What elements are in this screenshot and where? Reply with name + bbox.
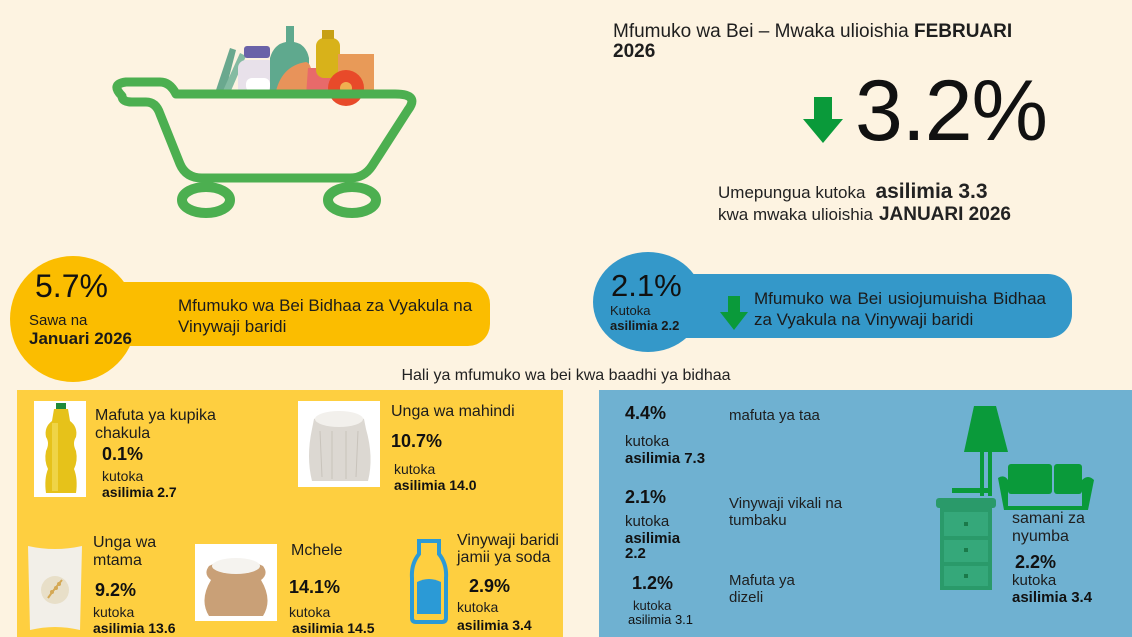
headline-prefix: Mfumuko wa Bei – Mwaka ulioishia <box>613 21 909 42</box>
nonfood-inflation-circle <box>593 252 703 352</box>
food-inflation-value: 5.7% <box>35 268 108 304</box>
item-from-label: kutoka <box>633 598 672 613</box>
food-item-sorghum-flour: Unga wa mtama 9.2% kutoka asilimia 13.6 <box>22 530 202 637</box>
item-from-value: asilimia 14.0 <box>394 477 477 493</box>
item-value: 10.7% <box>391 431 443 451</box>
cart-wheel-icon <box>177 182 235 218</box>
item-name: samani za nyumba <box>1012 510 1085 545</box>
previous-rate-line: Umepungua kutoka asilimia 3.3 <box>718 180 988 204</box>
item-name: Vinywaji vikali na tumbaku <box>729 495 843 529</box>
food-inflation-period: Januari 2026 <box>29 329 133 348</box>
item-value: 2.1% <box>625 487 667 507</box>
nonfood-inflation-banner <box>680 274 1072 338</box>
previous-rate-value: asilimia 3.3 <box>875 180 988 203</box>
item-value: 4.4% <box>625 403 667 423</box>
item-value: 9.2% <box>95 580 137 600</box>
item-from-value: asilimia 7.3 <box>625 450 706 467</box>
nonfood-inflation-value: 2.1% <box>611 268 682 303</box>
food-item-rice: Mchele 14.1% kutoka asilimia 14.5 <box>195 530 405 637</box>
nonfood-item-diesel: 1.2% Mafuta ya dizeli kutoka asilimia 3.… <box>628 572 888 637</box>
headline-inflation-value: 3.2% <box>855 63 1048 159</box>
food-inflation-description: Mfumuko wa Bei Bidhaa za Vyakula na Viny… <box>178 296 473 336</box>
food-item-cooking-oil: Mafuta ya kupika chakula 0.1% kutoka asi… <box>34 401 294 501</box>
item-from-label: kutoka <box>457 599 499 615</box>
headline-month: FEBRUARI <box>913 21 1013 42</box>
item-from-label: kutoka <box>625 433 670 450</box>
item-from-value: asilimia 3.4 <box>1012 589 1093 606</box>
arrow-down-icon <box>803 97 843 143</box>
item-from-value: asilimia 3.1 <box>628 612 694 627</box>
item-from-value: asilimia 14.5 <box>292 620 375 636</box>
section-title: Hali ya mfumuko wa bei kwa baadhi ya bid… <box>401 367 731 384</box>
item-name: Mchele <box>291 542 343 559</box>
item-name: Mafuta ya dizeli <box>729 572 795 606</box>
nonfood-item-alcohol-tobacco: 2.1% Vinywaji vikali na tumbaku kutoka a… <box>625 487 885 567</box>
item-from-label: kutoka <box>102 468 144 484</box>
maize-flour-sack-icon <box>298 401 380 487</box>
food-items-panel <box>17 390 563 637</box>
food-inflation-banner <box>100 282 490 346</box>
shopping-cart-illustration <box>112 26 417 218</box>
nonfood-items-panel <box>599 390 1132 637</box>
item-name: Vinywaji baridi jamii ya soda <box>457 532 559 566</box>
item-from-label: kutoka <box>93 604 135 620</box>
item-from-label: kutoka <box>394 461 436 477</box>
nonfood-from-value: asilimia 2.2 <box>610 318 680 333</box>
food-inflation-circle <box>10 256 136 382</box>
cooking-oil-bottle-icon <box>34 401 86 497</box>
cart-basket-icon <box>112 77 417 183</box>
item-name: mafuta ya taa <box>729 407 820 424</box>
previous-period-value: JANUARI 2026 <box>878 204 1011 225</box>
item-value: 2.2% <box>1015 552 1057 572</box>
item-name: Mafuta ya kupika chakula <box>95 407 216 442</box>
item-value: 0.1% <box>102 444 144 464</box>
headline-year: 2026 <box>613 41 656 62</box>
item-name: Unga wa mtama <box>93 534 157 569</box>
food-item-soft-drinks: Vinywaji baridi jamii ya soda 2.9% kutok… <box>405 530 565 637</box>
nonfood-item-kerosene: 4.4% mafuta ya taa kutoka asilimia 7.3 <box>625 403 885 473</box>
item-from-label: kutoka <box>289 604 331 620</box>
item-name: Unga wa mahindi <box>391 403 515 420</box>
nonfood-from-label: Kutoka <box>610 303 651 318</box>
furniture-icon <box>936 406 1094 590</box>
milk-bottle-icon <box>409 539 449 624</box>
headline-title: Mfumuko wa Bei – Mwaka ulioishia FEBRUAR… <box>613 22 1113 62</box>
item-value: 1.2% <box>632 573 674 593</box>
nonfood-item-furniture: samani za nyumba 2.2% kutoka asilimia 3.… <box>1012 508 1132 608</box>
rice-sack-icon <box>195 544 277 621</box>
food-item-maize-flour: Unga wa mahindi 10.7% kutoka asilimia 14… <box>298 401 558 501</box>
food-inflation-note: Sawa na <box>29 312 88 329</box>
arrow-down-icon <box>720 296 748 330</box>
previous-period-line: kwa mwaka ulioishia JANUARI 2026 <box>718 204 1011 226</box>
item-value: 2.9% <box>469 576 511 596</box>
item-from-value: asilimia 2.2 <box>625 530 681 562</box>
nonfood-inflation-description: Mfumuko wa Bei usiojumuisha Bidhaa za Vy… <box>754 289 1046 329</box>
item-from-value: asilimia 13.6 <box>93 620 176 636</box>
item-from-label: kutoka <box>1012 572 1057 589</box>
cart-wheel-icon <box>323 182 381 218</box>
previous-period-label: kwa mwaka ulioishia <box>718 205 873 224</box>
sorghum-flour-bag-icon <box>28 546 82 630</box>
item-from-value: asilimia 2.7 <box>102 484 177 500</box>
item-value: 14.1% <box>289 577 341 597</box>
previous-rate-label: Umepungua kutoka <box>718 183 866 202</box>
item-from-label: kutoka <box>625 513 670 530</box>
item-from-value: asilimia 3.4 <box>457 617 532 633</box>
